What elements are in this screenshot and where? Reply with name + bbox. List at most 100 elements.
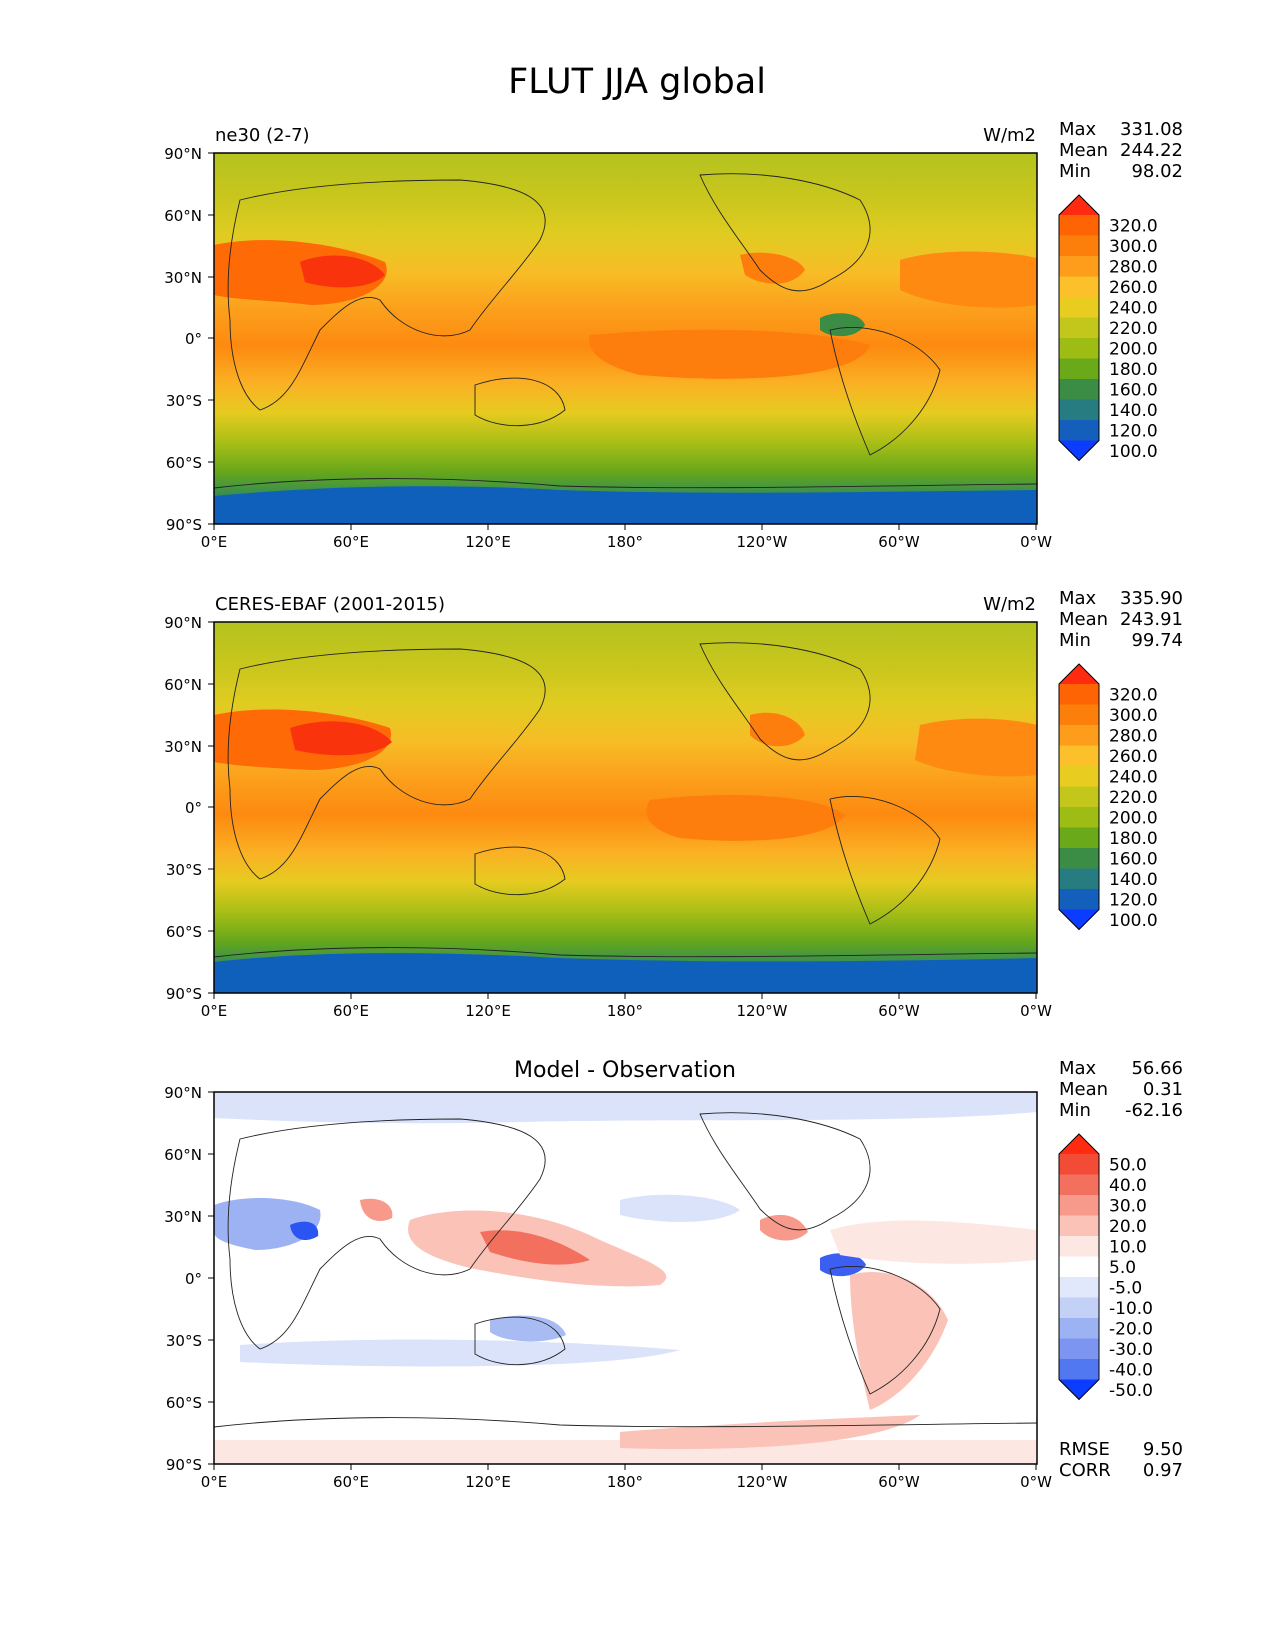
atlantic-warm-region — [915, 718, 1037, 777]
x-tick-label: 0°E — [201, 1002, 228, 1020]
colorbar: 320.0300.0280.0260.0240.0220.0200.0180.0… — [1058, 194, 1158, 462]
negative-anomaly-region — [490, 1315, 566, 1342]
colorbar-tick-label: 260.0 — [1109, 278, 1158, 298]
antarctic-coast — [214, 1417, 1037, 1428]
x-tick-label: 60°W — [878, 1473, 920, 1491]
panel-observation: CERES-EBAF (2001-2015) W/m2 90°N 60°N 30… — [164, 588, 1183, 1020]
stat-value: 244.22 — [1120, 140, 1183, 161]
panel-title: ne30 (2-7) — [215, 125, 310, 146]
panel-title: CERES-EBAF (2001-2015) — [215, 594, 445, 615]
x-tick-label: 60°E — [333, 1473, 369, 1491]
colorbar-tick-label: -5.0 — [1109, 1278, 1142, 1298]
y-tick-label: 60°N — [164, 207, 202, 225]
colorbar-tick-label: 240.0 — [1109, 767, 1158, 787]
colorbar-tick-label: 180.0 — [1109, 829, 1158, 849]
stat-value: 243.91 — [1120, 609, 1183, 630]
colorbar-segment — [1059, 256, 1099, 277]
colorbar-segment — [1059, 1277, 1099, 1298]
colorbar: 320.0300.0280.0260.0240.0220.0200.0180.0… — [1058, 663, 1158, 931]
x-axis: 0°E 60°E 120°E 180° 120°W 60°W 0°W — [201, 524, 1052, 551]
positive-anomaly-region — [480, 1230, 590, 1265]
y-tick-label: 60°S — [166, 454, 202, 472]
stats-block: Max 331.08 Mean 244.22 Min 98.02 — [1059, 119, 1183, 182]
stats-block: Max 56.66 Mean 0.31 Min -62.16 — [1059, 1058, 1183, 1121]
metrics-block: RMSE 9.50 CORR 0.97 — [1059, 1439, 1183, 1481]
metric-value: 9.50 — [1143, 1439, 1183, 1460]
negative-anomaly-region — [214, 1198, 321, 1250]
x-tick-label: 0°W — [1020, 1473, 1052, 1491]
stat-label: Min — [1059, 1100, 1091, 1121]
colorbar-tick-label: -40.0 — [1109, 1360, 1153, 1380]
colorbar-segment — [1059, 827, 1099, 849]
colorbar-segment — [1059, 399, 1099, 421]
x-tick-label: 0°E — [201, 1473, 228, 1491]
continent-outline — [474, 173, 941, 456]
colorbar-extension-max — [1059, 664, 1099, 684]
colorbar-segment — [1059, 745, 1099, 767]
colorbar-segment — [1059, 215, 1099, 236]
y-tick-label: 0° — [185, 1270, 202, 1288]
colorbar-segment — [1059, 684, 1099, 705]
negative-anomaly-region — [240, 1339, 680, 1367]
stat-value: 335.90 — [1120, 588, 1183, 609]
x-tick-label: 120°W — [737, 1002, 788, 1020]
antarctic-cold-region — [214, 486, 1037, 524]
continent-outline — [227, 1118, 546, 1350]
y-tick-label: 90°S — [166, 1456, 202, 1474]
colorbar-segment — [1059, 1338, 1099, 1360]
negative-anomaly-region — [214, 1092, 1037, 1124]
colorbar-segment — [1059, 379, 1099, 400]
y-tick-label: 90°S — [166, 516, 202, 534]
colorbar-segment — [1059, 1174, 1099, 1196]
colorbar-tick-label: 140.0 — [1109, 401, 1158, 421]
y-tick-label: 0° — [185, 799, 202, 817]
x-tick-label: 0°E — [201, 533, 228, 551]
atlantic-warm-region — [900, 251, 1037, 308]
colorbar-tick-label: 10.0 — [1109, 1237, 1147, 1257]
colorbar-segment — [1059, 725, 1099, 746]
positive-anomaly-region — [760, 1214, 808, 1241]
continent-outline — [227, 179, 546, 411]
colorbar-extension-min — [1059, 909, 1099, 930]
x-tick-label: 180° — [607, 1002, 643, 1020]
stat-label: Max — [1059, 1058, 1097, 1079]
stat-value: -62.16 — [1125, 1100, 1183, 1121]
stat-label: Mean — [1059, 1079, 1108, 1100]
colorbar-tick-label: 120.0 — [1109, 421, 1158, 441]
colorbar-tick-label: 320.0 — [1109, 216, 1158, 236]
stat-label: Max — [1059, 588, 1097, 609]
continent-outline — [474, 642, 941, 925]
stat-value: 331.08 — [1120, 119, 1183, 140]
stats-block: Max 335.90 Mean 243.91 Min 99.74 — [1059, 588, 1183, 651]
y-tick-label: 90°N — [164, 614, 202, 632]
panel-title: Model - Observation — [514, 1058, 736, 1083]
x-tick-label: 60°W — [878, 533, 920, 551]
colorbar-tick-label: 200.0 — [1109, 808, 1158, 828]
colorbar-outline — [1058, 1133, 1100, 1401]
colorbar-tick-label: 160.0 — [1109, 849, 1158, 869]
colorbar-segment — [1059, 317, 1099, 339]
colorbar-tick-label: 200.0 — [1109, 339, 1158, 359]
metric-label: CORR — [1059, 1460, 1111, 1481]
y-tick-label: 0° — [185, 330, 202, 348]
colorbar-tick-label: 5.0 — [1109, 1258, 1136, 1278]
y-axis: 90°N 60°N 30°N 0° 30°S 60°S 90°S — [164, 145, 214, 534]
colorbar-tick-label: 300.0 — [1109, 237, 1158, 257]
colorbar: 50.040.030.020.010.05.0-5.0-10.0-20.0-30… — [1058, 1133, 1153, 1401]
units-label: W/m2 — [983, 125, 1036, 146]
y-tick-label: 30°N — [164, 269, 202, 287]
x-tick-label: 120°E — [465, 1473, 511, 1491]
antarctic-coast — [214, 478, 1037, 489]
colorbar-tick-label: 140.0 — [1109, 870, 1158, 890]
colorbar-tick-label: 280.0 — [1109, 726, 1158, 746]
negative-anomaly-region — [620, 1194, 740, 1222]
colorbar-tick-label: -30.0 — [1109, 1340, 1153, 1360]
stat-value: 99.74 — [1131, 630, 1183, 651]
pacific-warm-region — [589, 329, 870, 379]
colorbar-segment — [1059, 1297, 1099, 1319]
eastern-pacific-warm-region — [740, 252, 805, 284]
colorbar-segment — [1059, 1154, 1099, 1175]
map-field — [214, 622, 1037, 993]
colorbar-tick-label: 220.0 — [1109, 319, 1158, 339]
